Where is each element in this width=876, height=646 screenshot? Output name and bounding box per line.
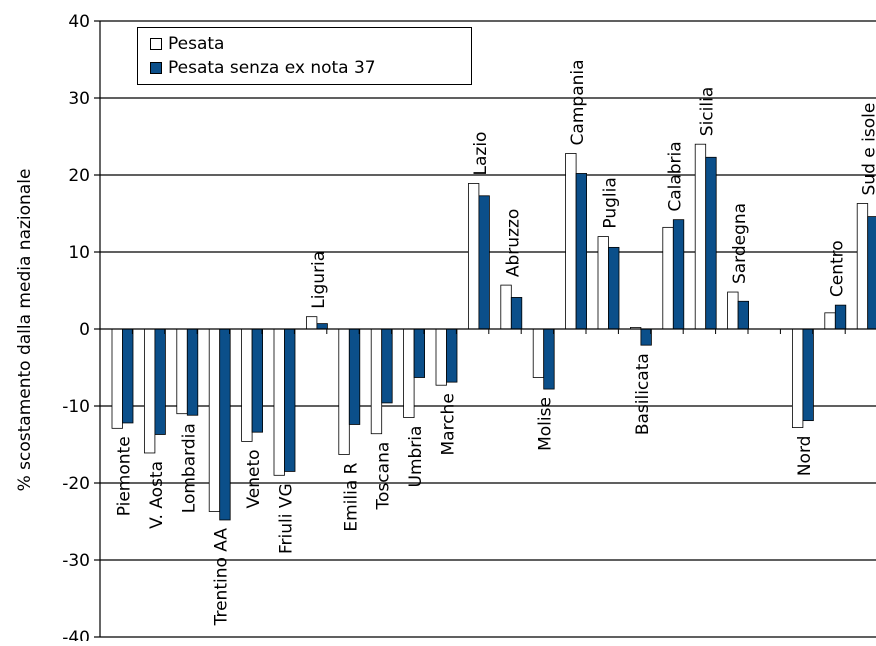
category-label: Friuli VG bbox=[277, 483, 297, 554]
bar-pesata-senza-nota bbox=[220, 329, 231, 520]
bar-pesata-senza-nota bbox=[511, 297, 522, 329]
y-tick-label: -40 bbox=[62, 628, 90, 641]
bar-pesata bbox=[144, 329, 155, 453]
bar-pesata-senza-nota bbox=[544, 329, 555, 389]
bar-pesata bbox=[242, 329, 253, 441]
bar-pesata bbox=[825, 313, 836, 329]
bar-pesata bbox=[371, 329, 382, 434]
category-label: Campania bbox=[568, 59, 588, 145]
legend-swatch-pesata bbox=[150, 38, 162, 50]
bar-pesata bbox=[274, 329, 285, 475]
category-label: Trentino AA bbox=[212, 528, 232, 627]
bar-pesata-senza-nota bbox=[317, 324, 328, 329]
legend-item-pesata: Pesata bbox=[150, 33, 224, 55]
bar-pesata-senza-nota bbox=[414, 329, 425, 378]
category-label: Umbria bbox=[406, 426, 426, 488]
bar-pesata bbox=[306, 317, 317, 329]
y-tick-label: 10 bbox=[68, 243, 90, 263]
y-tick-label: 40 bbox=[68, 12, 90, 32]
bar-pesata bbox=[695, 144, 706, 329]
bar-pesata bbox=[177, 329, 188, 414]
bar-pesata-senza-nota bbox=[835, 305, 846, 329]
bar-pesata bbox=[339, 329, 350, 455]
bar-pesata-senza-nota bbox=[868, 217, 876, 329]
bar-pesata-senza-nota bbox=[641, 329, 652, 345]
y-tick-label: -10 bbox=[62, 397, 90, 417]
y-axis-label: % scostamento dalla media nazionale bbox=[15, 169, 35, 492]
bar-pesata-senza-nota bbox=[576, 173, 587, 329]
legend-swatch-pesata-senza-nota bbox=[150, 62, 162, 74]
bar-pesata bbox=[566, 153, 577, 329]
category-label: Liguria bbox=[309, 251, 329, 309]
y-tick-label: 20 bbox=[68, 166, 90, 186]
category-label: Marche bbox=[439, 393, 459, 455]
bar-pesata bbox=[404, 329, 415, 418]
category-label: Sicilia bbox=[698, 87, 718, 136]
category-label: Abruzzo bbox=[503, 209, 523, 277]
y-tick-label: -30 bbox=[62, 551, 90, 571]
category-label: Toscana bbox=[374, 442, 394, 511]
category-label: Sud e isole bbox=[860, 103, 876, 196]
category-label: Basilicata bbox=[633, 353, 653, 435]
bar-pesata bbox=[663, 227, 674, 329]
category-label: Calabria bbox=[665, 141, 685, 211]
bar-pesata bbox=[533, 329, 544, 378]
bar-pesata-senza-nota bbox=[252, 329, 263, 432]
y-tick-label: 30 bbox=[68, 89, 90, 109]
bar-pesata-senza-nota bbox=[285, 329, 296, 471]
bar-pesata bbox=[598, 237, 609, 329]
category-label: Centro bbox=[827, 240, 847, 297]
bar-pesata-senza-nota bbox=[803, 329, 814, 421]
bar-pesata-senza-nota bbox=[479, 196, 490, 329]
bar-pesata-senza-nota bbox=[447, 329, 458, 382]
bar-pesata bbox=[209, 329, 220, 511]
bar-pesata bbox=[857, 203, 868, 329]
bar-pesata-senza-nota bbox=[382, 329, 393, 403]
legend-item-pesata-senza-nota: Pesata senza ex nota 37 bbox=[150, 57, 376, 79]
bar-pesata bbox=[501, 285, 512, 329]
category-label: Piemonte bbox=[115, 436, 135, 516]
bar-pesata bbox=[728, 292, 739, 329]
bar-pesata-senza-nota bbox=[673, 220, 684, 329]
category-label: Lazio bbox=[471, 132, 491, 176]
bar-pesata-senza-nota bbox=[187, 329, 198, 415]
bars bbox=[112, 144, 876, 520]
bar-pesata bbox=[112, 329, 123, 428]
category-label: Sardegna bbox=[730, 203, 750, 284]
y-tick-label: 0 bbox=[79, 320, 90, 340]
bar-pesata-senza-nota bbox=[123, 329, 134, 423]
category-label: Veneto bbox=[244, 449, 264, 508]
legend-label-pesata-senza-nota: Pesata senza ex nota 37 bbox=[168, 58, 376, 78]
category-label: Puglia bbox=[601, 177, 621, 228]
bar-pesata bbox=[468, 183, 479, 329]
legend: Pesata Pesata senza ex nota 37 bbox=[137, 27, 472, 85]
category-label: Nord bbox=[795, 436, 815, 477]
bar-pesata-senza-nota bbox=[706, 157, 717, 329]
legend-label-pesata: Pesata bbox=[168, 34, 224, 54]
bar-pesata-senza-nota bbox=[155, 329, 166, 434]
bar-pesata bbox=[436, 329, 447, 385]
category-label: V. Aosta bbox=[147, 461, 167, 529]
y-tick-label: -20 bbox=[62, 474, 90, 494]
bar-pesata-senza-nota bbox=[349, 329, 360, 424]
bar-pesata bbox=[792, 329, 803, 428]
category-label: Molise bbox=[536, 397, 556, 451]
category-label: Lombardia bbox=[179, 423, 199, 513]
bar-pesata-senza-nota bbox=[609, 247, 620, 329]
bar-pesata-senza-nota bbox=[738, 301, 749, 329]
category-label: Emilia R bbox=[341, 462, 361, 531]
